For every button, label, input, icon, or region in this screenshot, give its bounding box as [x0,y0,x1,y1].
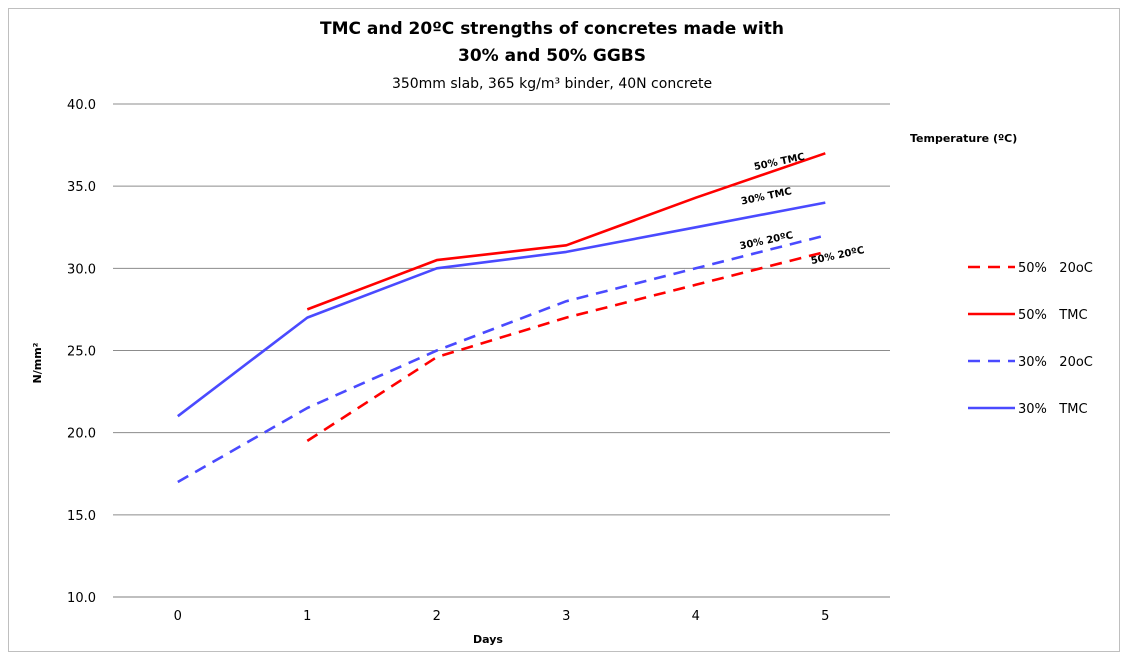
y-tick-label: 35.0 [67,180,96,195]
chart-title-line1: TMC and 20ºC strengths of concretes made… [320,19,784,39]
legend-item-label: 50% 20oC [1018,261,1093,276]
legend-title: Temperature (ºC) [910,132,1017,145]
series-annotation: 50% 20ºC [810,245,865,267]
legend-item-label: 50% TMC [1018,308,1088,323]
x-tick-label: 1 [303,609,311,624]
y-tick-label: 25.0 [67,345,96,360]
y-tick-label: 15.0 [67,509,96,524]
chart-title-line2: 30% and 50% GGBS [458,46,646,66]
x-tick-label: 2 [433,609,441,624]
series-line [306,250,826,442]
x-axis-label: Days [473,633,503,646]
x-tick-label: 5 [821,609,829,624]
y-tick-label: 10.0 [67,591,96,606]
series-line [177,234,826,484]
series-annotation: 30% TMC [740,186,793,207]
y-tick-label: 20.0 [67,427,96,442]
y-axis-label: N/mm² [31,342,44,383]
x-tick-label: 3 [562,609,570,624]
y-tick-label: 30.0 [67,262,96,277]
series-line [306,152,826,311]
y-tick-label: 40.0 [67,98,96,113]
chart-subtitle: 350mm slab, 365 kg/m³ binder, 40N concre… [392,76,712,92]
legend-item-label: 30% TMC [1018,402,1088,417]
series-annotation: 30% 20ºC [739,230,794,252]
series-line [177,201,826,418]
x-tick-label: 0 [174,609,182,624]
x-tick-label: 4 [692,609,700,624]
legend-item-label: 30% 20oC [1018,355,1093,370]
